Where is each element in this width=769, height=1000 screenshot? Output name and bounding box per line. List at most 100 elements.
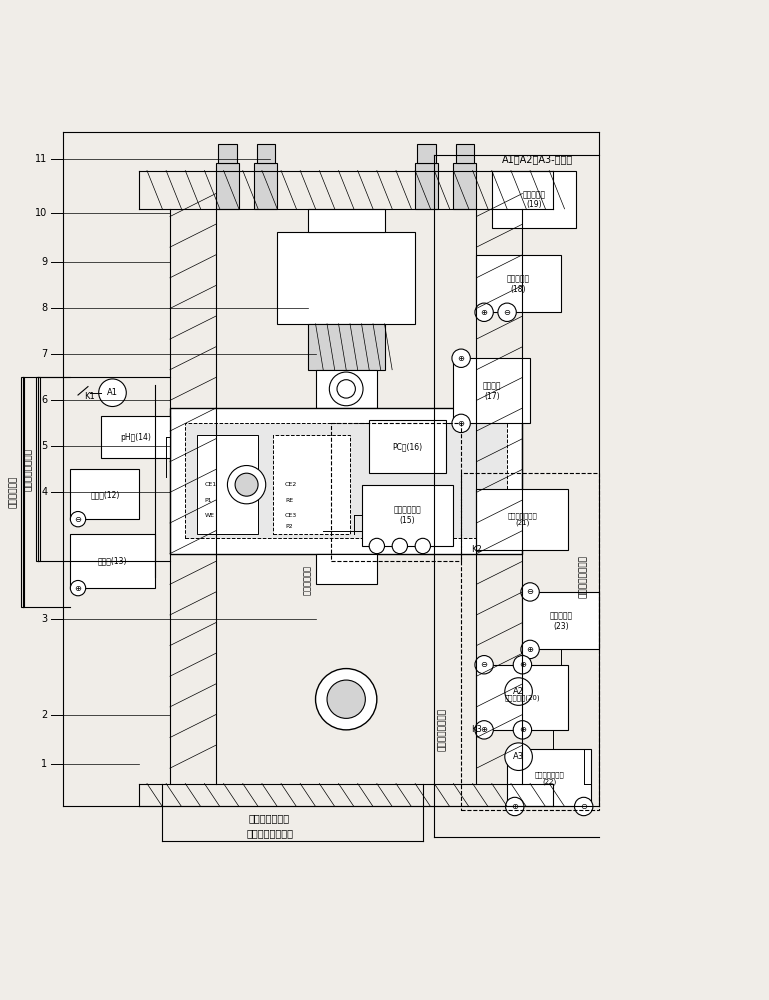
Text: 1: 1 (42, 759, 48, 769)
Text: 3: 3 (42, 614, 48, 624)
Bar (507, 749, 591, 806)
Text: 应力加载试验系统: 应力加载试验系统 (246, 828, 293, 838)
Text: ⊕: ⊕ (481, 725, 488, 734)
Bar (456, 144, 474, 163)
Circle shape (452, 349, 471, 367)
Circle shape (369, 538, 384, 554)
Text: 电压放大器
(18): 电压放大器 (18) (507, 274, 530, 294)
Text: 智能中断器(20): 智能中断器(20) (504, 694, 541, 701)
Text: ⊕: ⊕ (481, 308, 488, 317)
Text: ⊕: ⊕ (519, 725, 526, 734)
Text: ⊖: ⊖ (75, 515, 82, 524)
Circle shape (475, 303, 493, 321)
Bar (369, 420, 446, 473)
Circle shape (505, 797, 524, 816)
Text: CE1: CE1 (205, 482, 217, 487)
Circle shape (498, 303, 516, 321)
Text: 杂散电流模拟系统: 杂散电流模拟系统 (579, 555, 588, 598)
Circle shape (513, 721, 531, 739)
Text: CE3: CE3 (285, 513, 297, 518)
Bar (454, 358, 530, 423)
Text: A1、A2、A3-电流表: A1、A2、A3-电流表 (502, 154, 574, 164)
Circle shape (475, 721, 493, 739)
Circle shape (329, 372, 363, 406)
Bar (315, 370, 377, 408)
Circle shape (504, 743, 532, 770)
Text: WE: WE (205, 513, 215, 518)
Text: 7: 7 (41, 349, 48, 359)
Bar (197, 435, 258, 534)
Bar (308, 324, 384, 370)
Text: 功率放大器
(23): 功率放大器 (23) (549, 611, 572, 631)
Circle shape (315, 669, 377, 730)
Bar (477, 489, 568, 550)
Text: 9: 9 (42, 257, 48, 267)
Bar (477, 255, 561, 312)
Bar (170, 408, 522, 554)
Text: K2: K2 (471, 545, 482, 554)
Text: 脉冲信号发生器
(21): 脉冲信号发生器 (21) (508, 512, 538, 526)
Text: A2: A2 (513, 687, 524, 696)
Text: 恒流源（直流）
(22): 恒流源（直流） (22) (534, 771, 564, 785)
Text: 2: 2 (41, 710, 48, 720)
Circle shape (98, 379, 126, 407)
Text: 10: 10 (35, 208, 48, 218)
Text: ⊖: ⊖ (481, 660, 488, 669)
Text: ⊕: ⊕ (75, 584, 82, 593)
Text: ⊕: ⊕ (527, 645, 534, 654)
Bar (477, 665, 568, 730)
Bar (278, 232, 415, 324)
Text: 土壤环境模拟系统: 土壤环境模拟系统 (24, 448, 33, 491)
Text: K3: K3 (471, 725, 482, 734)
Circle shape (415, 538, 431, 554)
Text: ⊕: ⊕ (519, 660, 526, 669)
Circle shape (235, 473, 258, 496)
Text: P2: P2 (285, 524, 292, 529)
Text: 土壤模拟溶液: 土壤模拟溶液 (304, 565, 312, 595)
Bar (185, 423, 507, 538)
Bar (21, 377, 25, 607)
Bar (218, 144, 237, 163)
Bar (415, 163, 438, 209)
Text: K1: K1 (84, 392, 95, 401)
Circle shape (70, 580, 85, 596)
Circle shape (475, 656, 493, 674)
Text: 阴极保护系统: 阴极保护系统 (8, 476, 18, 508)
Text: ⊖: ⊖ (527, 587, 534, 596)
Circle shape (504, 678, 532, 705)
Bar (461, 473, 599, 810)
Text: 电化学工作站
(15): 电化学工作站 (15) (394, 506, 421, 525)
Bar (491, 171, 576, 228)
Circle shape (337, 380, 355, 398)
Text: 5: 5 (41, 441, 48, 451)
Bar (315, 554, 377, 584)
Text: ⊕: ⊕ (458, 354, 464, 363)
Bar (361, 485, 454, 546)
Text: 数字万用表
(19): 数字万用表 (19) (522, 190, 545, 209)
Bar (257, 144, 275, 163)
Text: A3: A3 (513, 752, 524, 761)
Text: 6: 6 (42, 395, 48, 405)
Bar (454, 163, 477, 209)
Circle shape (70, 511, 85, 527)
Text: ⊕: ⊕ (458, 419, 464, 428)
Text: 电量仪(13): 电量仪(13) (98, 557, 127, 566)
Text: PC机(16): PC机(16) (392, 442, 422, 451)
Bar (418, 144, 436, 163)
Text: 恒压源(12): 恒压源(12) (90, 490, 119, 499)
Bar (331, 423, 461, 561)
Bar (70, 534, 155, 588)
Text: 8: 8 (42, 303, 48, 313)
Text: 11: 11 (35, 154, 48, 164)
Circle shape (327, 680, 365, 718)
Bar (101, 416, 170, 458)
Bar (308, 209, 384, 232)
Text: 4: 4 (42, 487, 48, 497)
Bar (522, 592, 599, 649)
Circle shape (452, 414, 471, 433)
Text: RE: RE (285, 497, 293, 502)
Text: 电化学测试系统: 电化学测试系统 (249, 813, 290, 823)
Text: ⊕: ⊕ (511, 802, 518, 811)
Circle shape (521, 640, 539, 659)
Text: P1: P1 (205, 497, 212, 502)
